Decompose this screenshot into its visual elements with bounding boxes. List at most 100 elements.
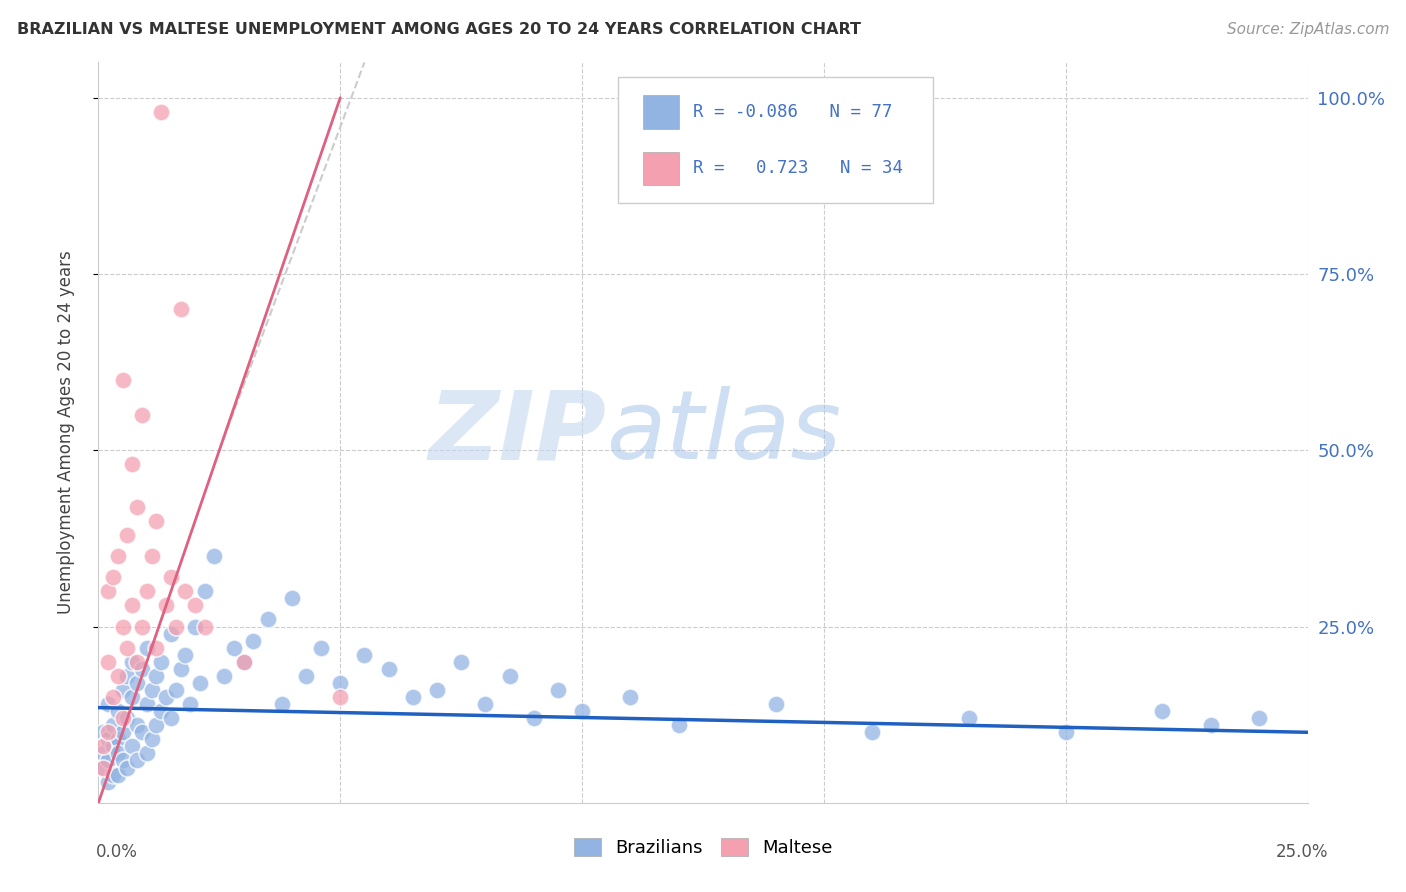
Point [184, 599, 207, 613]
Point [91, 725, 114, 739]
Point [91, 739, 114, 754]
Point [141, 683, 163, 698]
Text: R =   0.723   N = 34: R = 0.723 N = 34 [693, 160, 903, 178]
Point [121, 599, 143, 613]
Point [309, 640, 332, 655]
Point [111, 683, 134, 698]
Point [127, 718, 149, 732]
Point [121, 458, 143, 472]
Point [169, 662, 191, 676]
Point [111, 754, 134, 768]
Point [174, 584, 197, 599]
Point [474, 697, 496, 711]
Point [145, 718, 167, 732]
Point [571, 704, 593, 718]
Point [547, 683, 569, 698]
Point [1152, 704, 1174, 718]
Point [117, 528, 139, 542]
Point [150, 704, 173, 718]
Y-axis label: Unemployment Among Ages 20 to 24 years: Unemployment Among Ages 20 to 24 years [56, 251, 75, 615]
Point [101, 690, 124, 704]
Point [450, 655, 472, 669]
Point [121, 655, 143, 669]
Point [1054, 725, 1077, 739]
Point [179, 697, 201, 711]
Point [97, 774, 120, 789]
Point [111, 725, 134, 739]
Point [91, 747, 114, 761]
Point [232, 655, 254, 669]
Point [127, 500, 149, 514]
Point [212, 669, 235, 683]
Point [107, 747, 129, 761]
Point [353, 648, 375, 662]
Point [97, 697, 120, 711]
Point [91, 760, 114, 774]
Point [97, 725, 120, 739]
Point [155, 599, 177, 613]
Point [402, 690, 425, 704]
Point [127, 676, 149, 690]
Point [194, 584, 217, 599]
Point [117, 669, 139, 683]
Point [281, 591, 304, 606]
Point [160, 570, 183, 584]
Point [1249, 711, 1271, 725]
Point [91, 760, 114, 774]
Point [165, 683, 187, 698]
Point [765, 697, 787, 711]
Point [111, 619, 134, 633]
Point [426, 683, 449, 698]
Point [498, 669, 520, 683]
Point [295, 669, 318, 683]
Point [523, 711, 546, 725]
Text: R = -0.086   N = 77: R = -0.086 N = 77 [693, 103, 893, 121]
Point [145, 640, 167, 655]
Point [127, 754, 149, 768]
Point [242, 633, 264, 648]
Point [107, 669, 129, 683]
Point [127, 655, 149, 669]
Point [194, 619, 217, 633]
Point [111, 373, 134, 387]
Point [117, 711, 139, 725]
Point [329, 690, 352, 704]
Point [222, 640, 245, 655]
Point [131, 662, 153, 676]
Point [101, 718, 124, 732]
Point [131, 725, 153, 739]
Point [111, 711, 134, 725]
Point [256, 612, 278, 626]
Point [188, 676, 211, 690]
Point [619, 690, 641, 704]
Point [145, 669, 167, 683]
Point [860, 725, 883, 739]
Legend: Brazilians, Maltese: Brazilians, Maltese [567, 830, 839, 864]
Point [957, 711, 980, 725]
Point [184, 619, 207, 633]
Point [101, 570, 124, 584]
Point [101, 767, 124, 781]
Point [160, 711, 183, 725]
Text: 25.0%: 25.0% [1277, 843, 1329, 861]
FancyBboxPatch shape [643, 95, 679, 128]
Point [107, 767, 129, 781]
Point [121, 690, 143, 704]
Point [232, 655, 254, 669]
Point [1199, 718, 1222, 732]
Point [271, 697, 294, 711]
Point [165, 619, 187, 633]
Point [668, 718, 690, 732]
Point [107, 704, 129, 718]
Point [377, 662, 399, 676]
Text: 0.0%: 0.0% [96, 843, 138, 861]
Point [117, 760, 139, 774]
Point [97, 732, 120, 747]
Text: ZIP: ZIP [429, 386, 606, 479]
Point [329, 676, 352, 690]
Point [107, 549, 129, 563]
Point [97, 584, 120, 599]
Point [204, 549, 226, 563]
FancyBboxPatch shape [643, 152, 679, 185]
FancyBboxPatch shape [619, 78, 932, 203]
